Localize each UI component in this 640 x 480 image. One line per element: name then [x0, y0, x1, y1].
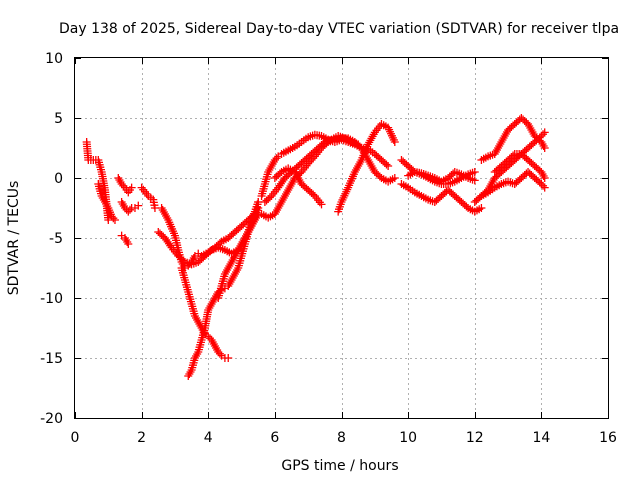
- series-track-c: [114, 174, 136, 197]
- series-track-p: [334, 120, 399, 216]
- x-tick-label: 8: [337, 430, 346, 446]
- grid-lines: [75, 58, 608, 418]
- chart-title: Day 138 of 2025, Sidereal Day-to-day VTE…: [59, 21, 619, 37]
- series-track-o: [260, 132, 363, 206]
- series-track-b: [94, 180, 119, 224]
- series-track-k: [214, 210, 263, 302]
- series-track-d: [117, 198, 143, 216]
- axis-ticks: 0 2 4 6 8 10 12 14 16 -20 -15 -10 -5 0 5 10: [40, 51, 617, 446]
- data-point-marks: [214, 210, 263, 302]
- data-marks: [82, 114, 549, 380]
- y-tick-label: -10: [40, 291, 63, 307]
- x-tick-label: 0: [71, 430, 80, 446]
- data-point-marks: [260, 132, 363, 206]
- data-point-marks: [334, 120, 399, 216]
- data-point-marks: [397, 180, 486, 216]
- data-point-marks: [490, 150, 549, 182]
- series-track-q: [397, 156, 479, 188]
- x-tick-label: 2: [137, 430, 146, 446]
- series-track-s: [404, 168, 479, 186]
- data-point-marks: [94, 180, 119, 224]
- data-point-marks: [137, 183, 159, 212]
- x-tick-label: 10: [399, 430, 417, 446]
- data-point-marks: [117, 198, 143, 216]
- x-axis-label: GPS time / hours: [281, 458, 398, 474]
- plot-frame: [74, 57, 609, 419]
- y-tick-label: 0: [54, 171, 63, 187]
- x-tick-label: 6: [270, 430, 279, 446]
- x-tick-label: 12: [466, 430, 484, 446]
- y-tick-label: 5: [54, 111, 63, 127]
- series-track-w: [490, 150, 549, 182]
- series-track-e: [117, 231, 133, 248]
- y-tick-label: -15: [40, 351, 63, 367]
- data-point-marks: [397, 156, 479, 188]
- x-tick-label: 16: [599, 430, 617, 446]
- y-axis-label: SDTVAR / TECUs: [6, 181, 22, 296]
- series-track-r: [397, 180, 486, 216]
- data-point-marks: [114, 174, 136, 197]
- series-track-f: [137, 183, 159, 212]
- y-tick-label: -20: [40, 411, 63, 427]
- x-tick-label: 14: [532, 430, 550, 446]
- data-point-marks: [404, 168, 479, 186]
- x-tick-label: 4: [204, 430, 213, 446]
- y-tick-label: -5: [49, 231, 63, 247]
- data-point-marks: [117, 231, 133, 248]
- y-tick-label: 10: [45, 51, 63, 67]
